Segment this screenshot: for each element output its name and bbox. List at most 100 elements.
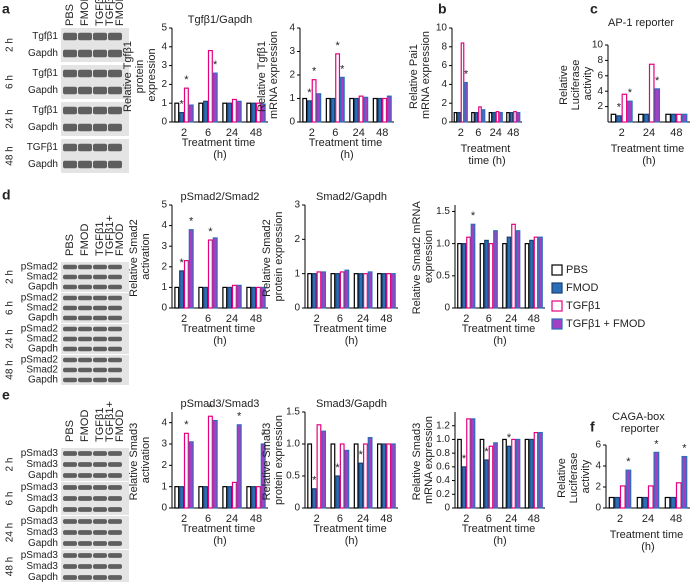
panel-letter: b (438, 1, 447, 17)
bar (335, 475, 340, 509)
bar (236, 424, 242, 509)
blot-band (93, 160, 107, 169)
blot-band (108, 284, 122, 290)
legend-label: TGFβ1 (566, 300, 600, 312)
protein-label: Gapdh (28, 122, 58, 133)
y-tick-label: 0.2 (436, 489, 450, 500)
bar (316, 424, 322, 509)
bar (246, 102, 252, 123)
column-label: TGFβ1+ (104, 0, 116, 26)
significance-star: * (628, 87, 633, 99)
blot-band (108, 69, 122, 78)
blot-band (93, 264, 107, 270)
protein-label: Smad2 (26, 365, 58, 376)
blot-band (93, 507, 107, 512)
column-label: TGFβ1 (94, 408, 106, 442)
blot-band (63, 160, 77, 169)
significance-star: * (471, 210, 476, 222)
x-tick-label: 48 (670, 513, 682, 525)
blot-band (93, 451, 107, 456)
x-axis-label: Treatment time (h) (461, 143, 514, 167)
column-label: FMOD (114, 0, 126, 26)
protein-label: pSmad2 (21, 355, 59, 366)
column-label: FMOD (114, 410, 126, 442)
blot-band (78, 143, 92, 152)
bar (339, 76, 345, 123)
y-tick-label: 10 (436, 23, 448, 34)
x-tick-label: 48 (250, 313, 262, 325)
bar (188, 229, 194, 309)
blot-band (78, 357, 92, 363)
bar (493, 230, 498, 309)
x-tick-label: 24 (505, 513, 517, 525)
significance-star: * (208, 226, 213, 238)
y-axis-label: Relative Smad2 activation (128, 216, 152, 297)
time-label: 48 h (5, 146, 16, 165)
bar (461, 243, 467, 309)
protein-label: Smad2 (26, 272, 58, 283)
x-tick-label: 24 (490, 127, 502, 139)
x-tick-label: 6 (486, 313, 492, 325)
column-label: FMOD (79, 0, 91, 26)
chart-title: Smad2/Gapdh (316, 191, 387, 203)
blot-band (63, 143, 77, 152)
blot-band (108, 123, 122, 132)
y-tick-label: 6 (595, 440, 601, 451)
bar (488, 445, 494, 509)
y-axis-label: Relative Smad3 protein expression (261, 415, 285, 505)
bar (255, 102, 261, 123)
protein-label: Smad3 (26, 493, 58, 504)
y-tick-label: 2 (597, 101, 603, 112)
blot-band (108, 553, 122, 558)
chart-title: Tgfβ1/Gapdh (188, 14, 252, 26)
blot-band (93, 541, 107, 546)
y-tick-label: 10 (592, 40, 604, 51)
significance-star: * (335, 40, 340, 52)
bar (621, 93, 628, 123)
y-tick-label: 5 (161, 23, 167, 34)
y-tick-label: 0 (161, 117, 167, 128)
x-tick-label: 2 (619, 127, 625, 139)
significance-star: * (237, 411, 242, 423)
y-tick-label: 2 (441, 98, 447, 109)
blot-band (63, 541, 77, 546)
blot-band (108, 305, 122, 311)
blot-band (78, 473, 92, 478)
blot-band (63, 357, 77, 363)
blot-band (63, 274, 77, 280)
bar (506, 445, 512, 509)
x-tick-label: 2 (458, 127, 464, 139)
bar (188, 441, 194, 509)
y-tick-label: 0 (595, 503, 601, 514)
x-tick-label: 48 (380, 513, 392, 525)
blot-band (78, 49, 92, 58)
protein-label: pSmad2 (21, 324, 59, 335)
blot-band (93, 462, 107, 467)
x-tick-label: 24 (353, 127, 365, 139)
bar (653, 451, 660, 509)
blot-band (63, 346, 77, 352)
time-label: 2 h (5, 270, 16, 284)
time-label: 24 h (5, 329, 16, 348)
x-tick-label: 2 (314, 513, 320, 525)
bar (506, 111, 510, 123)
blot-band (108, 143, 122, 152)
bar (464, 81, 468, 123)
bar (457, 438, 462, 509)
blot-band (93, 49, 107, 58)
chart-title: pSmad3/Smad3 (181, 398, 260, 410)
blot-band (108, 496, 122, 501)
significance-star: * (312, 66, 317, 78)
significance-star: * (655, 75, 660, 87)
protein-label: pSmad3 (21, 448, 59, 459)
x-tick-label: 2 (181, 513, 187, 525)
bar (231, 98, 237, 123)
protein-label: Smad2 (26, 334, 58, 345)
blot-band (93, 326, 107, 332)
bar (260, 443, 266, 509)
blot-band (78, 106, 92, 115)
blot-band (108, 346, 122, 352)
bar (339, 443, 345, 509)
bar (311, 273, 317, 309)
y-axis-label: Relative Tgfβ1 protein expression (122, 38, 158, 112)
